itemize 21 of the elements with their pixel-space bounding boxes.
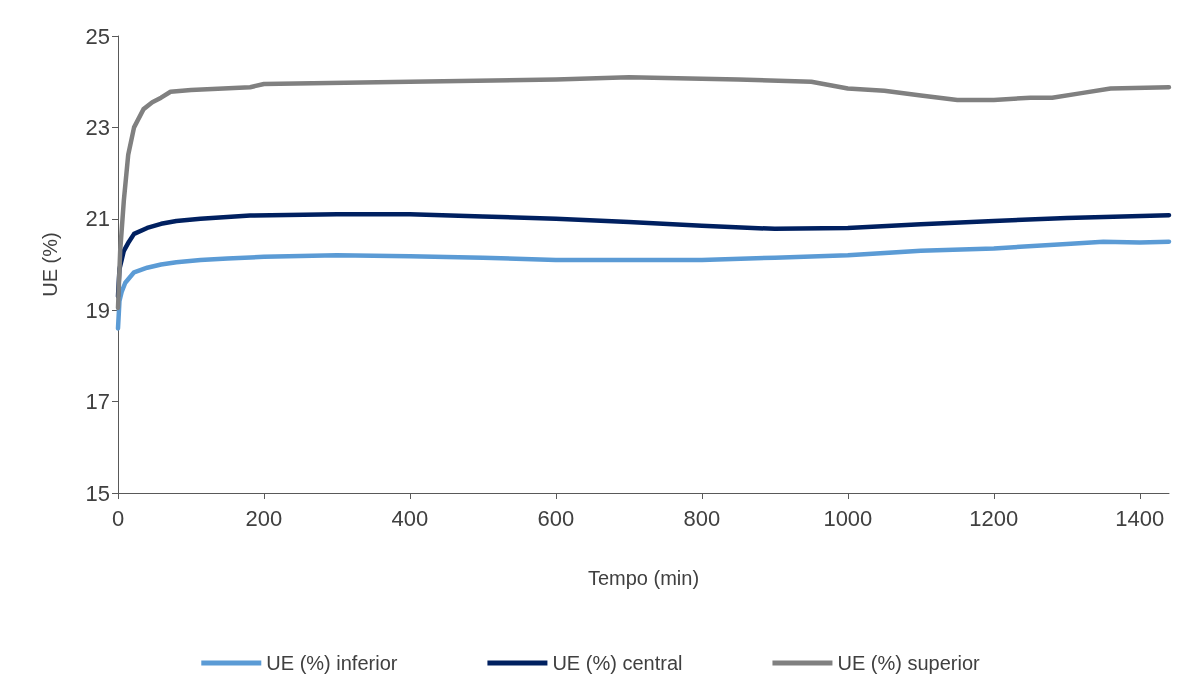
legend-label: UE (%) inferior [266, 652, 398, 674]
x-tick-label: 600 [537, 505, 575, 531]
x-tick-label: 1400 [1115, 505, 1165, 531]
y-tick-label: 23 [85, 114, 110, 140]
y-tick-label: 25 [85, 23, 110, 49]
legend-label: UE (%) superior [837, 652, 981, 674]
y-axis-title: UE (%) [39, 232, 61, 297]
y-tick-label: 15 [85, 480, 110, 506]
x-tick-label: 400 [391, 505, 429, 531]
y-tick-label: 21 [85, 206, 110, 232]
y-tick-label: 17 [85, 389, 110, 415]
x-tick-label: 200 [245, 505, 283, 531]
y-tick-label: 19 [85, 297, 110, 323]
x-tick-label: 1200 [969, 505, 1019, 531]
legend-label: UE (%) central [552, 652, 683, 674]
x-axis-title: Tempo (min) [587, 567, 700, 589]
line-series [115, 239, 1172, 331]
x-tick-label: 1000 [823, 505, 873, 531]
line-series [115, 74, 1172, 311]
x-tick-label: 800 [683, 505, 721, 531]
x-tick-label: 0 [111, 505, 125, 531]
